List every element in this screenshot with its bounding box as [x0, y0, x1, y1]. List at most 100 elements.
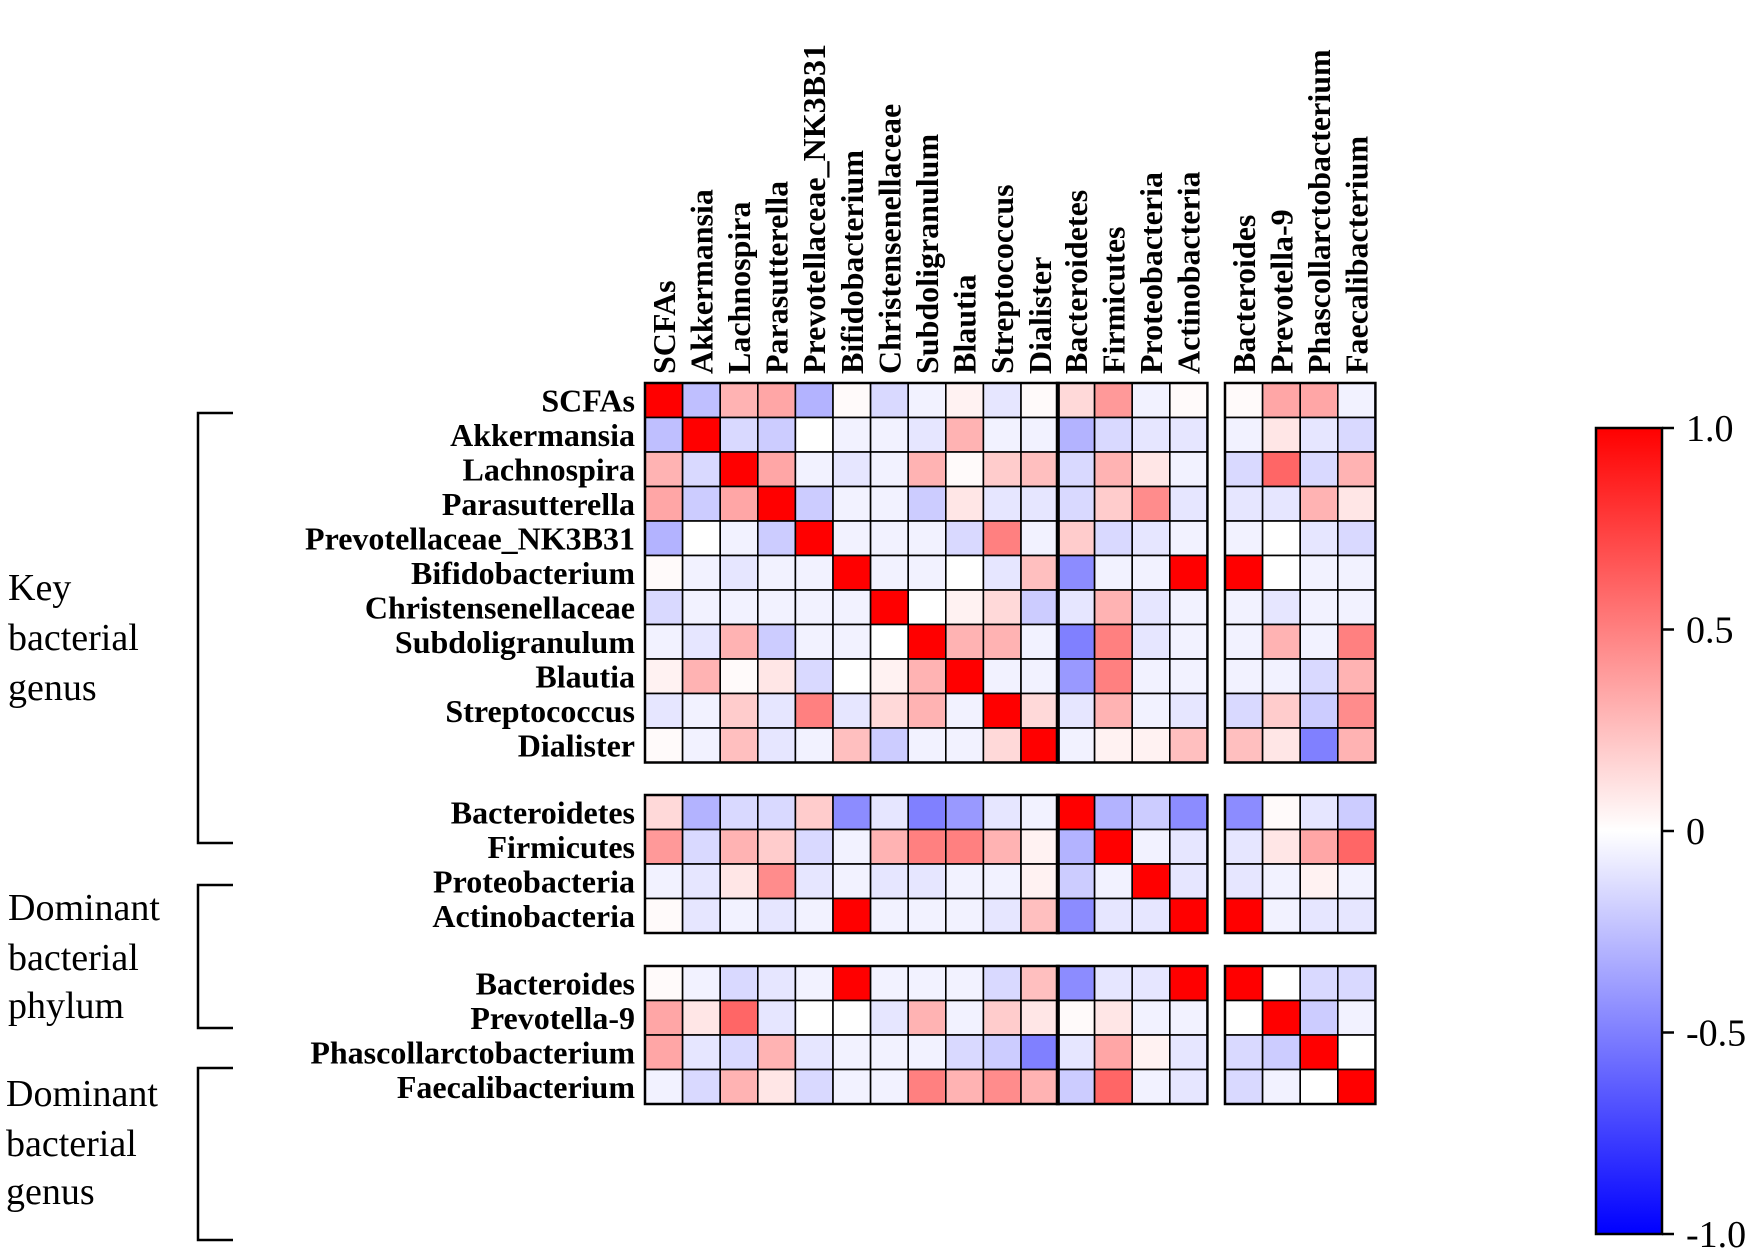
heatmap-cell — [832, 727, 872, 764]
heatmap-cell — [907, 965, 947, 1002]
heatmap-cell — [869, 999, 909, 1036]
heatmap-cell — [907, 1068, 947, 1105]
heatmap-cell — [719, 520, 759, 557]
heatmap-cell — [944, 1068, 985, 1105]
column-label: Streptococcus — [984, 184, 1020, 374]
row-label: Dialister — [518, 727, 635, 763]
heatmap-cell — [907, 692, 947, 729]
heatmap-cell — [869, 863, 909, 900]
heatmap-cell — [1056, 863, 1096, 900]
heatmap-cell — [1131, 451, 1171, 488]
column-label: Firmicutes — [1095, 227, 1131, 375]
heatmap-cell — [944, 828, 985, 865]
heatmap-cell — [794, 897, 834, 934]
heatmap-cell — [832, 1068, 872, 1105]
heatmap-cell — [794, 965, 834, 1002]
heatmap-cell — [1169, 1068, 1209, 1105]
heatmap-cell — [907, 520, 947, 557]
heatmap-cell — [794, 828, 834, 865]
heatmap-cell — [681, 658, 721, 695]
heatmap-cell — [644, 965, 684, 1002]
colorbar-gradient — [1594, 426, 1664, 1236]
heatmap-cell — [794, 999, 834, 1036]
heatmap-cell — [1020, 999, 1060, 1036]
heatmap-cell — [681, 623, 721, 660]
heatmap-cell — [719, 485, 759, 522]
column-label: Bifidobacterium — [834, 150, 870, 374]
heatmap-cell — [681, 727, 721, 764]
heatmap-cell — [1093, 794, 1133, 831]
heatmap-cell — [794, 589, 834, 626]
heatmap-cell — [1131, 692, 1171, 729]
heatmap-cell — [944, 623, 985, 660]
heatmap-cell — [1131, 658, 1171, 695]
heatmap-cell — [1224, 965, 1264, 1002]
heatmap-cell — [832, 382, 872, 419]
heatmap-cell — [719, 382, 759, 419]
row-label: Prevotella-9 — [470, 1000, 635, 1036]
heatmap-cell — [1131, 382, 1171, 419]
heatmap-cell — [1169, 485, 1209, 522]
heatmap-cell — [756, 692, 797, 729]
heatmap-cell — [644, 863, 684, 900]
heatmap-cell — [832, 897, 872, 934]
heatmap-cell — [1224, 1034, 1264, 1071]
column-label: Proteobacteria — [1133, 172, 1169, 374]
heatmap-cell — [1261, 658, 1301, 695]
heatmap-block-border — [643, 381, 1060, 764]
heatmap-cell — [1020, 863, 1060, 900]
heatmap-cell — [1131, 897, 1171, 934]
heatmap-cell — [1020, 794, 1060, 831]
heatmap-cell — [756, 828, 797, 865]
heatmap-cell — [1093, 589, 1133, 626]
heatmap-cell — [794, 416, 834, 453]
heatmap-cell — [1337, 828, 1377, 865]
heatmap-cell — [1020, 692, 1060, 729]
heatmap-cell — [1337, 897, 1377, 934]
heatmap-cell — [1261, 828, 1301, 865]
heatmap-cell — [681, 554, 721, 591]
heatmap-cell — [1169, 727, 1209, 764]
heatmap-cell — [944, 382, 985, 419]
heatmap-cell — [944, 897, 985, 934]
heatmap-cell — [982, 589, 1022, 626]
heatmap-cell — [1169, 520, 1209, 557]
heatmap-cell — [1093, 623, 1133, 660]
colorbar: 1.0 0.5 0 -0.5 -1.0 — [1594, 408, 1746, 1254]
heatmap-cell — [1261, 965, 1301, 1002]
heatmap-cell — [1337, 451, 1377, 488]
colorbar-tick-label: 1.0 — [1686, 408, 1734, 450]
heatmap-cell — [1056, 1034, 1096, 1071]
column-label: Prevotella-9 — [1263, 209, 1299, 374]
heatmap-cell — [944, 554, 985, 591]
heatmap-cell — [756, 485, 797, 522]
heatmap-cell — [1093, 1068, 1133, 1105]
heatmap-cell — [794, 623, 834, 660]
heatmap-cell — [644, 416, 684, 453]
heatmap-cell — [907, 863, 947, 900]
heatmap-cell — [644, 589, 684, 626]
heatmap-cell — [1337, 1068, 1377, 1105]
row-label: Bifidobacterium — [411, 555, 635, 591]
heatmap-cell — [869, 897, 909, 934]
heatmap-cell — [982, 451, 1022, 488]
heatmap-cell — [1020, 520, 1060, 557]
heatmap-cell — [719, 999, 759, 1036]
heatmap-cell — [719, 897, 759, 934]
heatmap-cell — [1299, 897, 1339, 934]
heatmap-cell — [1169, 794, 1209, 831]
heatmap-block-border — [1055, 793, 1209, 935]
heatmap-cell — [1131, 520, 1171, 557]
heatmap-cell — [1299, 965, 1339, 1002]
row-label: Streptococcus — [445, 693, 635, 729]
heatmap-cell — [1224, 897, 1264, 934]
heatmap-cell — [681, 520, 721, 557]
column-label: Actinobacteria — [1171, 171, 1207, 374]
heatmap-cell — [1131, 1034, 1171, 1071]
heatmap-cell — [1056, 416, 1096, 453]
heatmap-cell — [1299, 794, 1339, 831]
heatmap-cell — [1299, 382, 1339, 419]
heatmap-block-borders — [643, 381, 1377, 1106]
heatmap-cell — [1169, 589, 1209, 626]
heatmap-cell — [1224, 520, 1264, 557]
